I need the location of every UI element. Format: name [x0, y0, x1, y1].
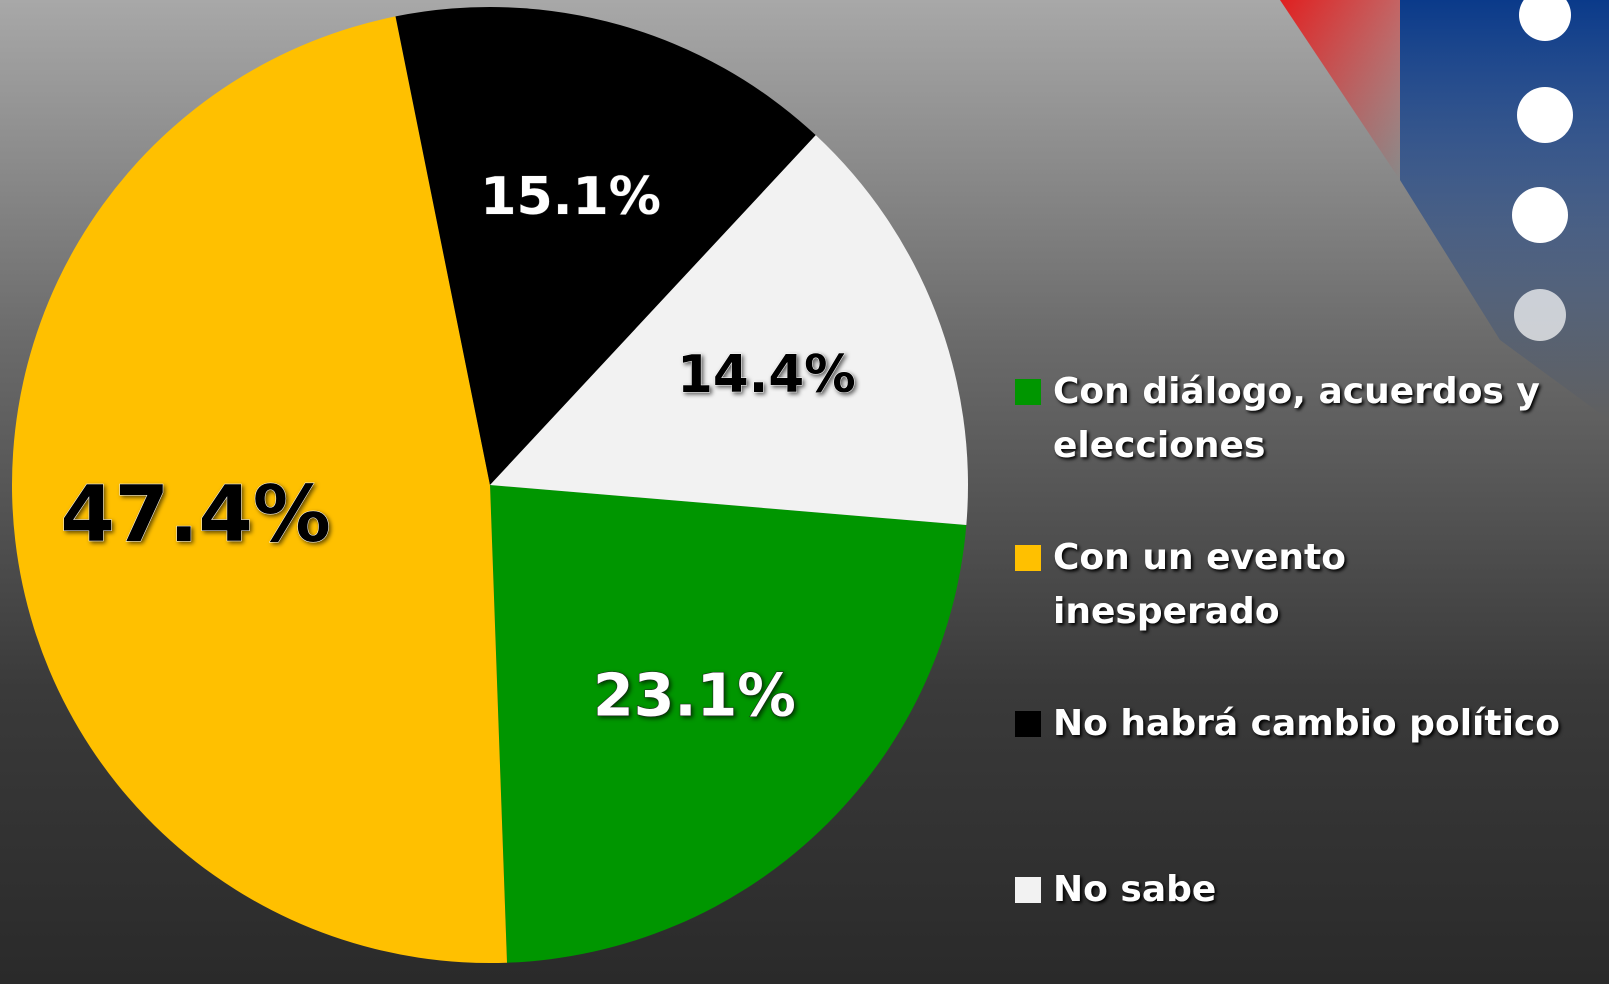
legend-item: Con un evento inesperado: [1015, 531, 1563, 639]
flag-red: [1280, 0, 1400, 180]
data-label: 14.4%: [677, 345, 856, 405]
legend-item: No habrá cambio político: [1015, 697, 1560, 751]
data-label: 47.4%: [61, 470, 331, 560]
legend-swatch: [1015, 711, 1041, 737]
pie-slice: [11, 16, 508, 964]
legend-label: No habrá cambio político: [1053, 703, 1560, 744]
flag-blue: [1400, 0, 1609, 420]
legend-swatch: [1015, 877, 1041, 903]
legend-swatch: [1015, 379, 1041, 405]
flag-stars: [1512, 0, 1573, 341]
legend-label: Con un evento inesperado: [1053, 537, 1346, 632]
legend-item: No sabe: [1015, 863, 1216, 917]
data-label: 23.1%: [593, 662, 796, 730]
pie: 23.1% 47.4% 15.1% 14.4%: [11, 7, 969, 964]
pie-slice: [395, 7, 816, 486]
data-label: 15.1%: [480, 167, 661, 227]
legend-swatch: [1015, 545, 1041, 571]
legend-label: No sabe: [1053, 869, 1217, 910]
legend-item: Con diálogo, acuerdos y elecciones: [1015, 365, 1563, 473]
legend-label: Con diálogo, acuerdos y elecciones: [1053, 371, 1540, 466]
pie-slice: [490, 485, 967, 963]
pie-slice: [490, 135, 969, 525]
